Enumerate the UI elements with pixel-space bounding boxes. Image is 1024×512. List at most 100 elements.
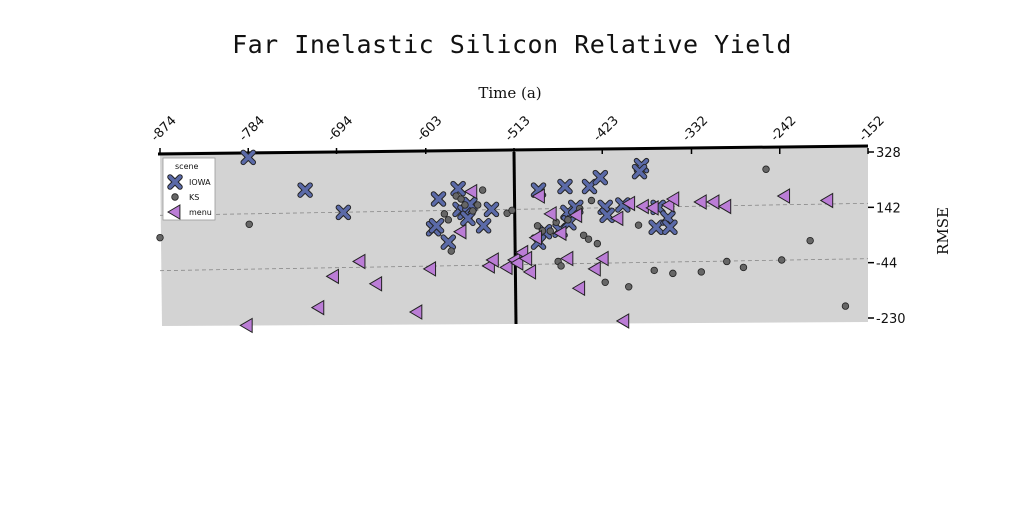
- point-iowa: [430, 191, 447, 207]
- point-menu: [531, 188, 545, 204]
- point-iowa-fill: [558, 179, 572, 194]
- point-ks: [440, 210, 449, 218]
- x-axis-label: Time (a): [478, 84, 542, 102]
- point-menu: [528, 229, 542, 246]
- point-iowa: [440, 234, 457, 250]
- point-ks: [593, 239, 602, 248]
- chart-title: Far Inelastic Silicon Relative Yield: [232, 30, 792, 59]
- point-iowa: [592, 169, 609, 186]
- point-menu: [310, 299, 325, 316]
- point-menu: [453, 223, 467, 240]
- point-menu: [595, 250, 609, 267]
- x-axis-line: [157, 144, 869, 156]
- point-menu: [518, 250, 533, 267]
- x-tick-label: -874: [148, 113, 179, 144]
- point-iowa: [428, 218, 445, 234]
- vertical-reference-line: [512, 151, 518, 325]
- point-ks: [778, 256, 786, 264]
- legend-title: scene: [175, 162, 199, 171]
- point-menu: [609, 210, 624, 227]
- point-ks: [564, 216, 572, 224]
- point-menu: [522, 264, 537, 280]
- point-ks: [762, 165, 770, 173]
- legend-marker-menu: [167, 204, 181, 220]
- point-menu: [352, 253, 366, 270]
- point-iowa-fill: [441, 235, 456, 249]
- point-ks: [457, 195, 465, 203]
- x-tick-label: -423: [590, 113, 621, 144]
- point-menu: [717, 198, 732, 215]
- point-ks: [587, 196, 596, 205]
- legend: scene IOWA KS menu: [162, 157, 216, 221]
- point-ks: [669, 269, 677, 278]
- y-tick-label: -44: [876, 257, 897, 272]
- point-menu: [587, 261, 601, 277]
- y-tick-label: 142: [876, 201, 901, 216]
- point-iowa: [599, 207, 615, 224]
- y-tick-label: -230: [876, 312, 906, 327]
- point-ks: [478, 186, 487, 194]
- point-menu: [571, 280, 586, 297]
- point-iowa: [475, 218, 492, 234]
- point-menu: [645, 200, 659, 216]
- point-menu: [543, 206, 557, 222]
- point-iowa: [240, 149, 257, 166]
- x-tick-label: -152: [856, 113, 887, 144]
- legend-marker-iowa: [167, 174, 183, 190]
- point-iowa-fill: [569, 200, 583, 215]
- point-ks: [533, 222, 542, 230]
- point-iowa-fill: [298, 183, 312, 197]
- point-ks: [841, 302, 850, 310]
- point-iowa-fill: [593, 170, 608, 185]
- point-menu: [559, 250, 574, 267]
- x-tick-label: -784: [236, 113, 267, 144]
- legend-marker-ks: [171, 193, 179, 201]
- legend-marker-iowa-fill: [168, 175, 182, 189]
- point-iowa: [662, 219, 678, 236]
- point-ks: [634, 221, 643, 229]
- point-ks: [625, 283, 633, 291]
- point-ks: [156, 233, 164, 242]
- grid-line: [159, 202, 869, 216]
- point-iowa-fill: [451, 181, 465, 196]
- point-iowa-fill: [649, 220, 663, 235]
- point-menu: [615, 313, 630, 329]
- point-iowa-fill: [461, 211, 475, 226]
- point-ks: [461, 201, 469, 209]
- point-ks: [650, 266, 658, 275]
- point-ks: [447, 247, 455, 255]
- point-menu: [706, 194, 720, 210]
- point-menu: [621, 195, 636, 212]
- point-iowa-fill: [429, 219, 444, 233]
- point-menu: [239, 317, 253, 334]
- y-tick-label: 328: [876, 146, 901, 161]
- point-menu: [408, 304, 423, 320]
- legend-label-ks: KS: [189, 193, 199, 202]
- point-menu: [499, 259, 513, 276]
- point-iowa: [557, 178, 573, 195]
- point-iowa-fill: [431, 192, 446, 206]
- point-menu: [553, 225, 567, 242]
- point-iowa-fill: [484, 202, 499, 217]
- point-menu: [485, 252, 499, 268]
- point-ks: [697, 268, 705, 276]
- point-iowa: [335, 204, 352, 221]
- point-iowa-fill: [336, 205, 351, 220]
- point-menu: [368, 275, 383, 292]
- point-ks: [579, 231, 588, 239]
- point-iowa-fill: [241, 150, 256, 165]
- point-menu: [509, 255, 524, 271]
- x-tick-label: -332: [680, 113, 711, 144]
- point-ks: [444, 216, 452, 224]
- point-iowa: [631, 163, 648, 180]
- legend-label-iowa: IOWA: [189, 178, 211, 187]
- point-iowa: [483, 201, 500, 218]
- point-menu: [665, 191, 680, 207]
- point-ks: [469, 207, 477, 215]
- point-iowa: [648, 219, 664, 236]
- point-iowa: [450, 180, 466, 197]
- point-iowa-fill: [600, 208, 614, 223]
- point-ks: [806, 236, 814, 245]
- point-iowa: [460, 210, 476, 227]
